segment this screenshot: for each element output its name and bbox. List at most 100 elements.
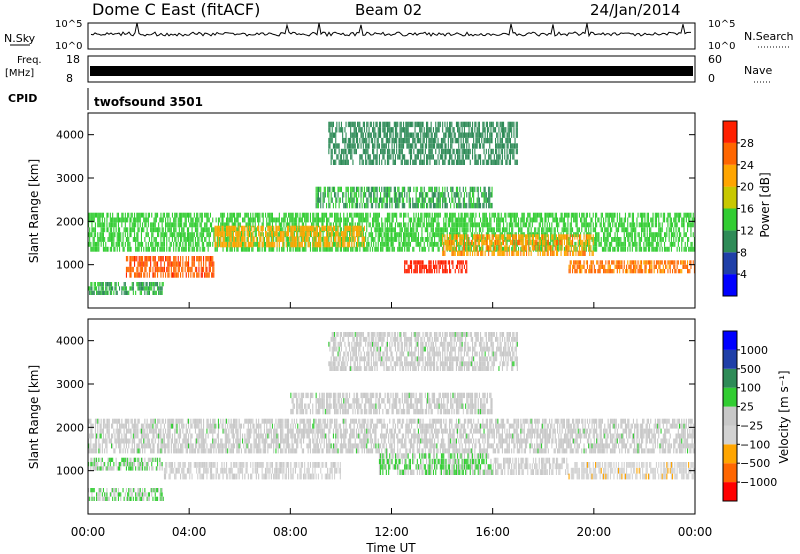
cell-0-0-43-6 — [137, 217, 139, 223]
cell-0-0-27-4 — [119, 227, 121, 233]
cell-0-2-113-0 — [344, 241, 346, 248]
cell-0-1-45-3 — [177, 256, 179, 262]
cell-0-0-524-0 — [690, 246, 692, 252]
cell-0-0-290-2 — [421, 237, 423, 242]
cell-0-0-511-7 — [675, 212, 677, 218]
cell-0-0-114-2 — [219, 237, 221, 242]
cell-0-5-95-2 — [677, 260, 679, 265]
cell-0-0-256-2 — [382, 237, 384, 242]
cell-0-0-464-1 — [621, 241, 623, 247]
cell-0-0-489-1 — [650, 241, 652, 247]
cell-0-0-525-1 — [691, 241, 693, 247]
cell-0-0-406-2 — [554, 237, 556, 242]
cell-0-0-48-7 — [143, 212, 145, 218]
cell-0-6-59-2 — [383, 192, 385, 198]
cell-0-0-191-7 — [307, 212, 309, 218]
cell-0-0-101-4 — [204, 227, 206, 233]
cell-0-0-241-6 — [365, 217, 367, 223]
cell-0-5-10-1 — [580, 264, 582, 269]
cell-0-0-222-0 — [343, 246, 345, 252]
cell-0-4-63-1 — [514, 245, 516, 251]
cell-0-4-81-3 — [535, 234, 537, 240]
cell-0-0-249-0 — [374, 246, 376, 252]
cell-0-0-270-0 — [398, 246, 400, 252]
cell-0-0-431-0 — [583, 246, 585, 252]
cell-0-0-196-5 — [313, 222, 315, 228]
cell-0-0-124-6 — [230, 217, 232, 223]
cell-0-2-13-3 — [229, 225, 231, 232]
cell-0-3-46-1 — [457, 264, 459, 269]
cell-0-1-61-0 — [196, 272, 198, 278]
cell-0-0-430-7 — [582, 212, 584, 218]
cell-0-0-4-0 — [92, 246, 94, 252]
cell-0-1-56-1 — [190, 266, 192, 273]
cell-0-0-17-7 — [107, 212, 109, 218]
cell-0-0-158-3 — [269, 232, 271, 238]
cell-0-7-15-2 — [345, 148, 347, 155]
cell-0-0-486-7 — [646, 212, 648, 218]
cell-0-0-462-2 — [619, 237, 621, 242]
cell-0-0-332-6 — [469, 217, 471, 223]
cell-0-0-16-6 — [106, 217, 108, 223]
cell-0-6-60-0 — [384, 202, 386, 209]
cell-0-6-73-2 — [399, 192, 401, 198]
cell-0-0-72-5 — [170, 222, 172, 228]
cell-0-0-95-4 — [197, 227, 199, 233]
cell-0-0-309-6 — [443, 217, 445, 223]
cell-0-0-40-6 — [134, 217, 136, 223]
cell-0-0-368-0 — [511, 246, 513, 252]
cell-0-0-203-5 — [321, 222, 323, 228]
cell-0-0-21-6 — [112, 217, 114, 223]
cell-0-0-34-3 — [127, 232, 129, 238]
cell-0-0-227-7 — [349, 212, 351, 218]
cell-0-7-112-6 — [457, 127, 459, 133]
cell-0-0-193-3 — [309, 232, 311, 238]
cell-0-2-121-2 — [353, 231, 355, 237]
cell-0-0-76-5 — [175, 222, 177, 228]
cell-0-0-219-4 — [339, 227, 341, 233]
cell-0-0-489-6 — [650, 217, 652, 223]
cell-0-0-431-7 — [583, 212, 585, 218]
cell-0-0-85-7 — [185, 212, 187, 218]
cell-0-6-53-3 — [376, 186, 378, 193]
cell-0-0-196-7 — [313, 212, 315, 218]
cell-0-0-376-6 — [520, 217, 522, 223]
cell-0-0-204-2 — [322, 237, 324, 242]
cell-0-0-262-4 — [389, 227, 391, 233]
cell-0-0-283-5 — [413, 222, 415, 228]
cell-0-0-488-1 — [649, 241, 651, 247]
cell-0-0-329-2 — [466, 237, 468, 242]
cell-0-0-79-7 — [178, 212, 180, 218]
cell-0-4-97-2 — [553, 239, 555, 246]
cell-0-1-7-2 — [134, 261, 136, 267]
cell-0-0-506-6 — [669, 217, 671, 223]
cell-0-0-376-0 — [520, 246, 522, 252]
cell-0-0-25-6 — [116, 217, 118, 223]
cell-0-0-497-4 — [659, 227, 661, 233]
cell-0-0-138-2 — [246, 237, 248, 242]
cell-0-0-51-3 — [146, 232, 148, 238]
cell-0-0-160-4 — [271, 227, 273, 233]
cell-0-0-379-7 — [523, 212, 525, 218]
cell-0-7-69-7 — [407, 121, 409, 128]
cell-0-0-504-6 — [667, 217, 669, 223]
cell-0-6-7-1 — [323, 197, 325, 203]
cell-0-2-76-0 — [301, 241, 303, 248]
cell-0-0-236-7 — [359, 212, 361, 218]
cell-0-7-100-5 — [443, 132, 445, 138]
cell-0-0-230-5 — [352, 222, 354, 228]
cell-0-0-300-6 — [432, 217, 434, 223]
cell-0-4-53-0 — [503, 250, 505, 256]
cell-0-1-69-2 — [205, 261, 207, 267]
cell-0-0-490-3 — [651, 232, 653, 238]
cell-0-0-285-7 — [415, 212, 417, 218]
cell-0-0-330-5 — [467, 222, 469, 228]
cell-0-2-28-3 — [246, 225, 248, 232]
cell-0-0-460-0 — [616, 246, 618, 252]
cell-0-0-343-5 — [482, 222, 484, 228]
cell-0-0-229-6 — [351, 217, 353, 223]
cell-0-6-110-0 — [442, 202, 444, 209]
cell-0-0-220-1 — [340, 241, 342, 247]
cell-0-0-321-4 — [457, 227, 459, 233]
cell-0-0-485-0 — [645, 246, 647, 252]
